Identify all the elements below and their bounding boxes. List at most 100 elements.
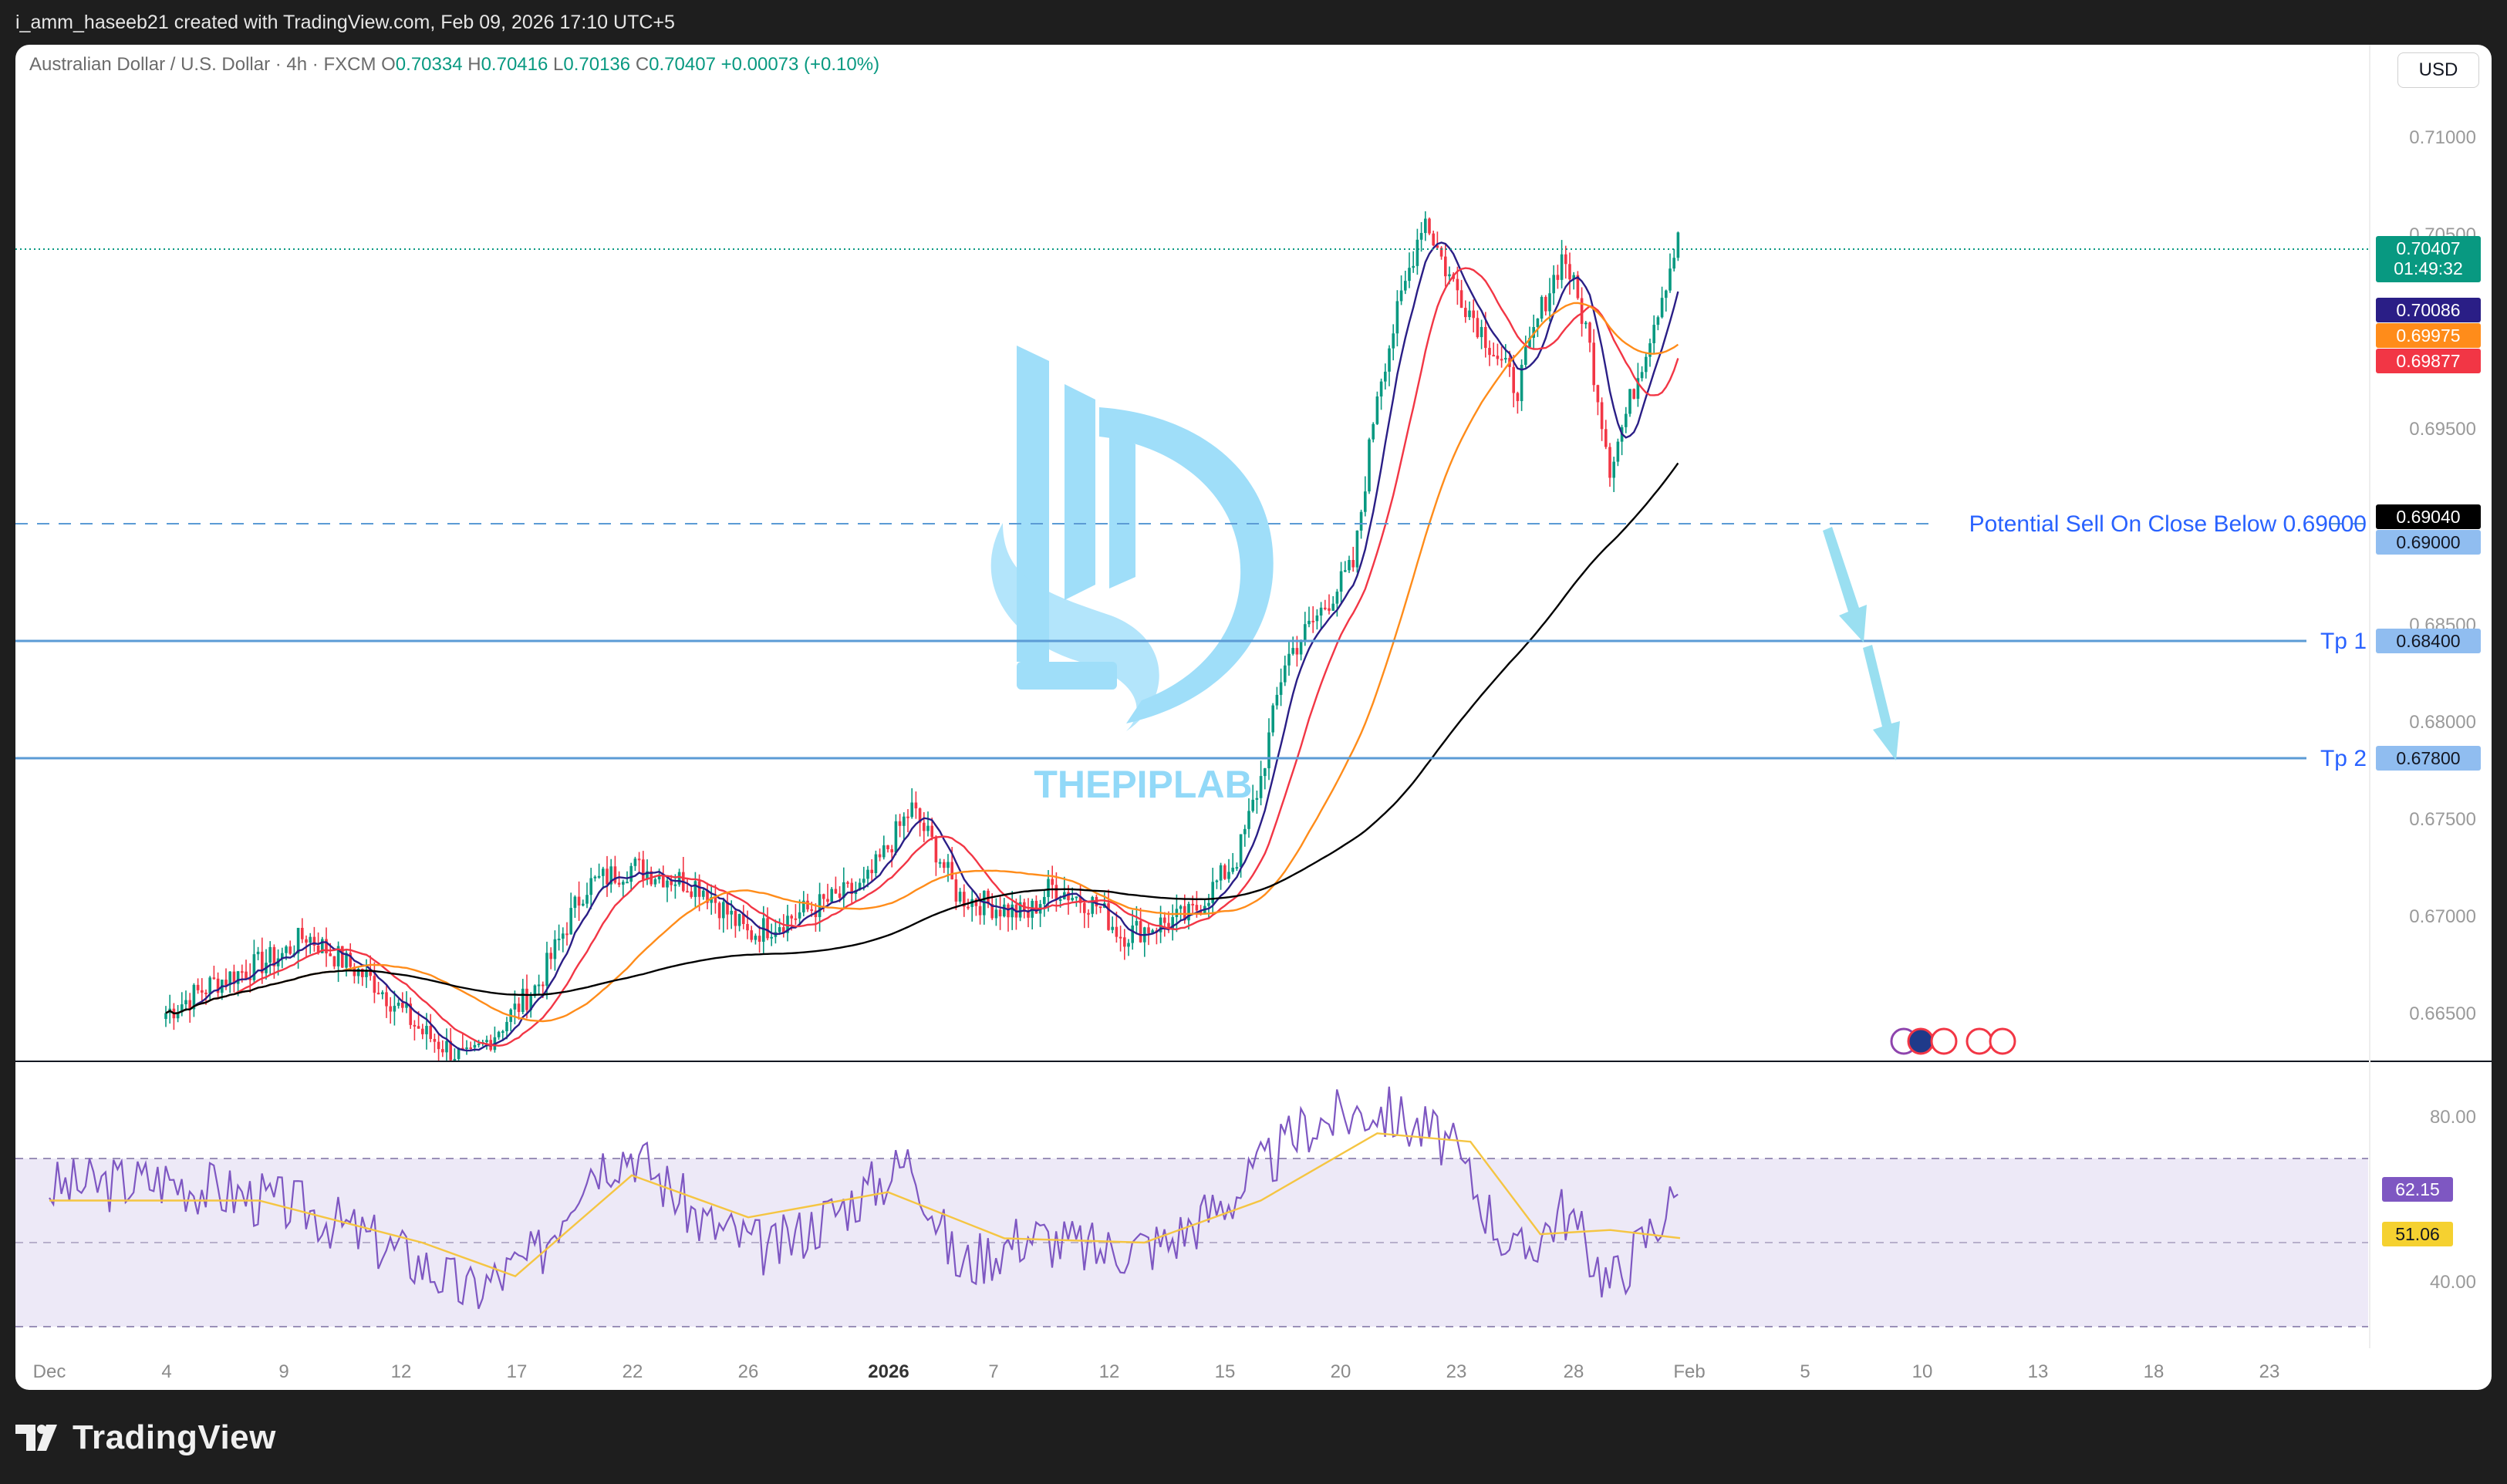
chart-canvas[interactable]: THEPIPLAB 0.71000 0.70500 0.69500 0.6850… <box>15 45 2492 1390</box>
candle-body <box>1331 604 1334 611</box>
rsi-tick: 40.00 <box>2430 1272 2476 1293</box>
candle-body <box>565 933 569 935</box>
price-tick: 0.66500 <box>2409 1003 2476 1024</box>
candle-body <box>204 993 208 994</box>
symbol-legend[interactable]: Australian Dollar / U.S. Dollar · 4h · F… <box>29 54 879 76</box>
candle-body <box>429 1026 432 1039</box>
currency-button[interactable]: USD <box>2397 52 2479 88</box>
projection-arrows[interactable] <box>1823 527 1900 761</box>
candle-body <box>750 930 753 939</box>
candle-body <box>1412 266 1415 268</box>
candle-body <box>598 876 601 878</box>
candle-body <box>1135 921 1139 926</box>
ma-red-line[interactable] <box>166 268 1678 1046</box>
ma-blue-value: 0.70086 <box>2396 300 2460 320</box>
candle-body <box>1236 867 1239 868</box>
candle-body <box>1220 865 1223 881</box>
price-badges[interactable]: 0.70407 01:49:32 0.70086 0.69975 0.69877… <box>2376 236 2481 1246</box>
ma-orange-line[interactable] <box>166 303 1678 1021</box>
candle-body <box>1027 912 1030 918</box>
au-flag-icon[interactable] <box>1908 1029 1933 1054</box>
time-label: 28 <box>1564 1361 1584 1382</box>
tp2-value: 0.67800 <box>2396 748 2460 768</box>
candle-body <box>926 826 930 831</box>
high-label: H <box>467 54 481 75</box>
candle-body <box>1645 357 1648 373</box>
close-label: C <box>636 54 649 75</box>
candle-body <box>899 821 902 826</box>
candle-body <box>498 1032 501 1037</box>
candle-body <box>1384 372 1387 382</box>
candle-body <box>1665 291 1668 298</box>
ma-blue-line[interactable] <box>166 243 1678 1051</box>
candle-body <box>1311 621 1314 622</box>
candle-body <box>437 1042 440 1049</box>
symbol-name[interactable]: Australian Dollar / U.S. Dollar · 4h · F… <box>29 54 376 75</box>
candle-body <box>1408 268 1411 281</box>
candle-body <box>666 881 669 888</box>
candle-body <box>790 916 793 919</box>
candle-body <box>454 1059 457 1061</box>
candle-body <box>1677 232 1680 258</box>
candle-body <box>674 885 677 886</box>
candle-body <box>746 924 749 930</box>
candle-body <box>421 1029 424 1034</box>
candle-body <box>1444 257 1447 277</box>
time-label: 4 <box>161 1361 171 1382</box>
candle-body <box>1661 298 1664 317</box>
candle-body <box>477 1044 481 1045</box>
us-flag-icon[interactable] <box>1990 1029 2015 1054</box>
chart-caption: i_amm_haseeb21 created with TradingView.… <box>15 12 675 33</box>
chart-panel: THEPIPLAB 0.71000 0.70500 0.69500 0.6850… <box>15 45 2492 1390</box>
candle-body <box>377 993 380 994</box>
candle-body <box>434 1039 437 1042</box>
us-flag-icon[interactable] <box>1967 1029 1992 1054</box>
candle-body <box>1500 359 1503 360</box>
close-value: 0.70407 <box>649 54 716 75</box>
candle-body <box>542 984 545 986</box>
candle-body <box>1368 440 1371 491</box>
candle-body <box>1612 462 1615 478</box>
candle-body <box>525 989 528 1010</box>
candle-body <box>309 937 312 943</box>
candle-body <box>1492 355 1495 356</box>
price-tick: 0.67000 <box>2409 906 2476 927</box>
tp1-label[interactable]: Tp 1 <box>2320 629 2367 654</box>
us-flag-icon[interactable] <box>1932 1029 1956 1054</box>
candle-body <box>1617 442 1620 462</box>
candle-body <box>184 1000 187 1004</box>
candle-body <box>381 992 384 994</box>
watermark-logo-bar-2 <box>1065 384 1095 600</box>
candle-body <box>1448 275 1451 277</box>
candle-body <box>465 1047 468 1049</box>
tp2-label[interactable]: Tp 2 <box>2320 746 2367 771</box>
candle-body <box>702 891 705 897</box>
candle-body <box>730 911 733 915</box>
candle-body <box>1091 897 1094 914</box>
candle-body <box>585 895 589 903</box>
candle-body <box>1584 322 1588 324</box>
candle-body <box>1256 798 1259 800</box>
time-label: 18 <box>2144 1361 2165 1382</box>
sell-annotation[interactable]: Potential Sell On Close Below 0.69000 <box>1969 511 2367 537</box>
candle-body <box>549 953 552 959</box>
candle-body <box>1264 768 1267 776</box>
candle-body <box>389 1007 392 1012</box>
candle-body <box>1324 608 1327 609</box>
candle-body <box>1388 349 1391 372</box>
time-axis[interactable]: Dec 4 9 12 17 22 26 2026 7 12 15 20 23 2… <box>33 1361 2280 1382</box>
candle-body <box>939 862 942 864</box>
candle-body <box>890 849 893 852</box>
candle-body <box>224 980 228 985</box>
candle-body <box>1328 609 1331 611</box>
candle-body <box>1207 903 1210 906</box>
ma-black-line[interactable] <box>166 463 1678 1013</box>
candle-body <box>329 953 332 956</box>
candle-body <box>1396 301 1399 333</box>
economic-events[interactable] <box>1891 1029 2015 1054</box>
candle-body <box>1115 927 1119 937</box>
candle-body <box>1392 333 1395 348</box>
candle-body <box>806 901 809 909</box>
candle-body <box>1196 905 1199 910</box>
candle-body <box>822 894 825 899</box>
